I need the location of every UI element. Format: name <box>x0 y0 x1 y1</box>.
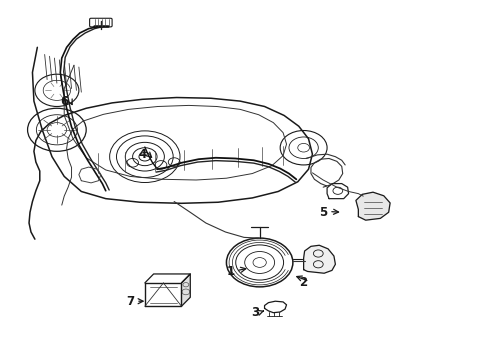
Text: 1: 1 <box>226 265 234 278</box>
Polygon shape <box>181 274 190 306</box>
Text: 2: 2 <box>299 276 308 289</box>
Polygon shape <box>304 245 335 273</box>
Text: 5: 5 <box>319 206 327 219</box>
Text: 7: 7 <box>126 296 134 309</box>
Text: 4: 4 <box>138 148 147 161</box>
Text: 6: 6 <box>60 95 68 108</box>
Polygon shape <box>356 192 390 220</box>
FancyBboxPatch shape <box>90 18 112 27</box>
Text: 3: 3 <box>251 306 259 319</box>
